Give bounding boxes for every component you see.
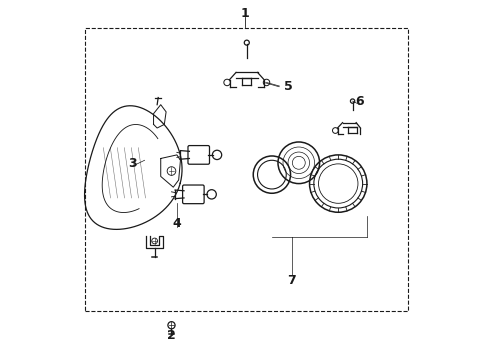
Text: 4: 4 [172,216,181,230]
Text: 2: 2 [167,329,176,342]
Bar [85,28,408,311]
Text: 1: 1 [241,7,249,20]
Text: 7: 7 [287,274,296,287]
Text: 3: 3 [128,157,136,170]
Text: 5: 5 [284,80,293,93]
Text: 6: 6 [355,95,364,108]
